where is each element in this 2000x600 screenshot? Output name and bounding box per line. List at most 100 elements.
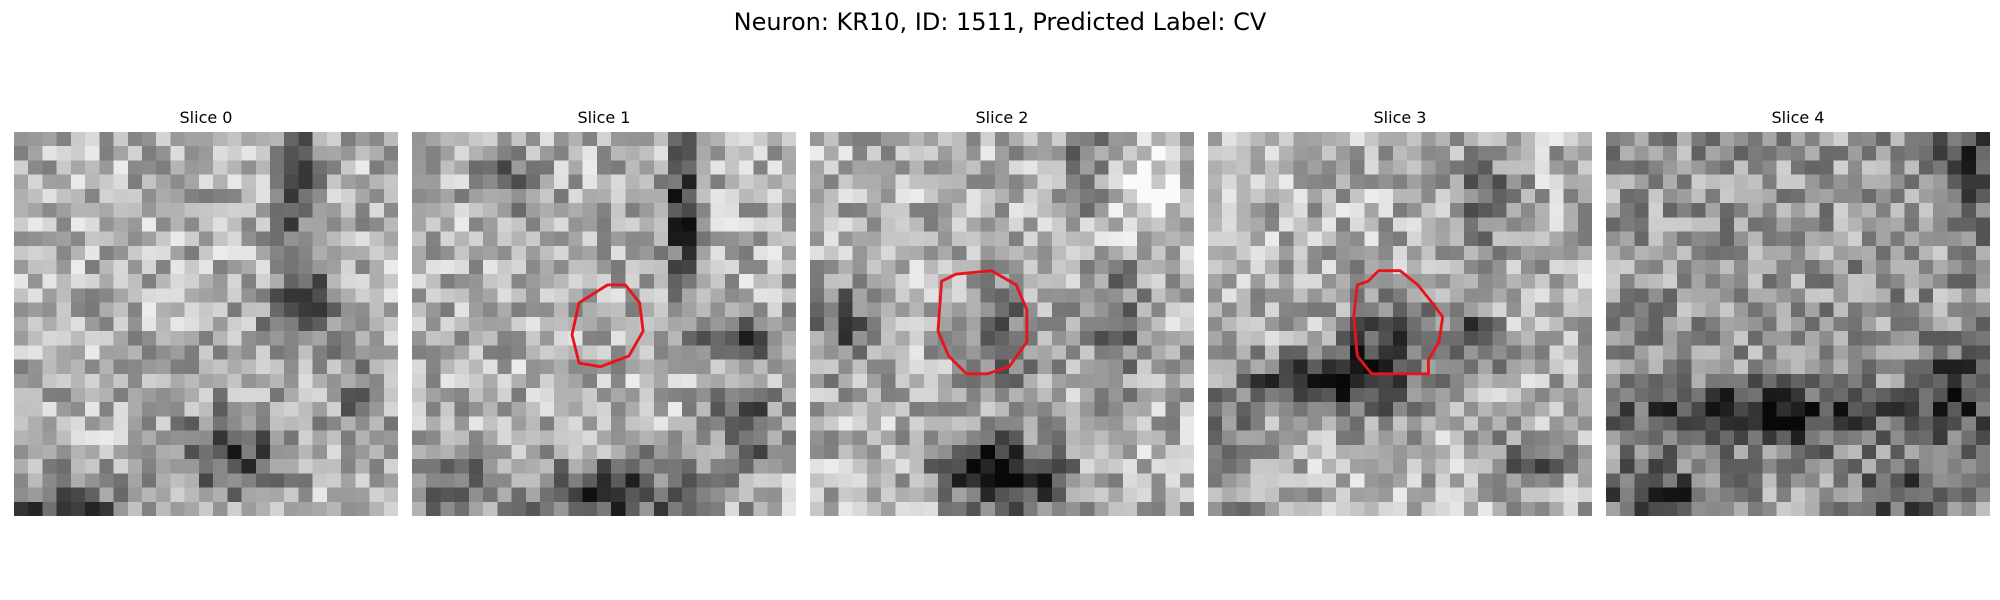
image-pixel <box>1748 203 1763 218</box>
image-pixel <box>966 231 981 247</box>
image-pixel <box>838 217 853 232</box>
image-pixel <box>1520 402 1536 417</box>
image-pixel <box>1535 245 1550 261</box>
image-pixel <box>227 231 242 247</box>
image-pixel <box>1961 302 1977 318</box>
image-pixel <box>56 316 72 332</box>
image-pixel <box>440 160 455 175</box>
image-pixel <box>1151 459 1166 474</box>
image-pixel <box>1364 316 1379 332</box>
image-pixel <box>611 274 626 289</box>
image-pixel <box>1364 331 1379 346</box>
image-pixel <box>1122 473 1138 488</box>
image-pixel <box>1137 146 1152 161</box>
image-pixel <box>810 288 825 303</box>
image-pixel <box>170 302 185 318</box>
image-pixel <box>440 231 455 247</box>
image-pixel <box>1719 444 1735 460</box>
image-pixel <box>298 146 313 161</box>
image-pixel <box>1691 260 1706 275</box>
image-pixel <box>1407 174 1422 190</box>
image-pixel <box>1293 402 1308 417</box>
image-pixel <box>923 160 939 175</box>
image-pixel <box>28 316 43 332</box>
image-pixel <box>952 146 967 161</box>
image-pixel <box>468 245 484 261</box>
image-pixel <box>213 459 228 474</box>
image-pixel <box>952 316 967 332</box>
image-pixel <box>1691 245 1706 261</box>
image-pixel <box>326 444 342 460</box>
image-pixel <box>1051 174 1067 190</box>
image-pixel <box>1137 416 1152 431</box>
image-pixel <box>341 203 356 218</box>
image-pixel <box>1464 345 1479 360</box>
image-pixel <box>554 430 569 446</box>
image-pixel <box>1947 430 1962 446</box>
image-pixel <box>1122 302 1138 318</box>
image-pixel <box>28 188 43 204</box>
image-pixel <box>156 444 171 460</box>
image-pixel <box>710 316 726 332</box>
image-pixel <box>56 274 72 289</box>
image-pixel <box>1819 245 1834 261</box>
image-pixel <box>596 316 612 332</box>
image-pixel <box>1520 245 1536 261</box>
image-pixel <box>454 473 470 488</box>
image-pixel <box>554 231 569 247</box>
image-pixel <box>1805 459 1820 474</box>
image-pixel <box>1151 160 1166 175</box>
image-pixel <box>1705 473 1721 488</box>
image-pixel <box>1790 274 1806 289</box>
image-pixel <box>1563 217 1579 232</box>
image-pixel <box>1421 345 1436 360</box>
image-pixel <box>1009 345 1024 360</box>
image-pixel <box>1961 416 1977 431</box>
image-pixel <box>1719 188 1735 204</box>
image-pixel <box>1336 473 1351 488</box>
image-pixel <box>611 174 626 190</box>
image-pixel <box>1819 316 1834 332</box>
image-pixel <box>28 487 43 503</box>
image-pixel <box>99 459 114 474</box>
image-pixel <box>1790 217 1806 232</box>
image-pixel <box>1336 316 1351 332</box>
image-pixel <box>28 288 43 303</box>
image-pixel <box>625 416 640 431</box>
image-pixel <box>511 231 527 247</box>
image-pixel <box>468 274 484 289</box>
image-pixel <box>468 345 484 360</box>
image-pixel <box>1222 416 1237 431</box>
image-pixel <box>511 373 527 389</box>
image-pixel <box>1876 373 1891 389</box>
image-pixel <box>1321 331 1337 346</box>
image-pixel <box>468 174 484 190</box>
image-pixel <box>70 231 86 247</box>
image-pixel <box>881 132 896 147</box>
image-pixel <box>994 416 1010 431</box>
image-pixel <box>1421 132 1436 147</box>
figure-title: Neuron: KR10, ID: 1511, Predicted Label:… <box>733 8 1267 36</box>
image-pixel <box>1151 444 1166 460</box>
image-pixel <box>668 203 683 218</box>
image-pixel <box>440 459 455 474</box>
image-pixel <box>1890 373 1905 389</box>
image-pixel <box>852 331 868 346</box>
image-pixel <box>1648 288 1664 303</box>
image-pixel <box>1648 416 1664 431</box>
image-pixel <box>1264 459 1280 474</box>
image-pixel <box>810 501 825 516</box>
image-pixel <box>1336 487 1351 503</box>
image-pixel <box>1634 174 1649 190</box>
image-pixel <box>454 274 470 289</box>
image-pixel <box>270 416 285 431</box>
image-pixel <box>1890 260 1905 275</box>
image-pixel <box>938 501 953 516</box>
image-pixel <box>298 302 313 318</box>
image-pixel <box>682 373 697 389</box>
image-pixel <box>1847 217 1863 232</box>
image-pixel <box>1634 430 1649 446</box>
image-pixel <box>1506 146 1522 161</box>
image-pixel <box>1734 260 1749 275</box>
image-pixel <box>611 316 626 332</box>
